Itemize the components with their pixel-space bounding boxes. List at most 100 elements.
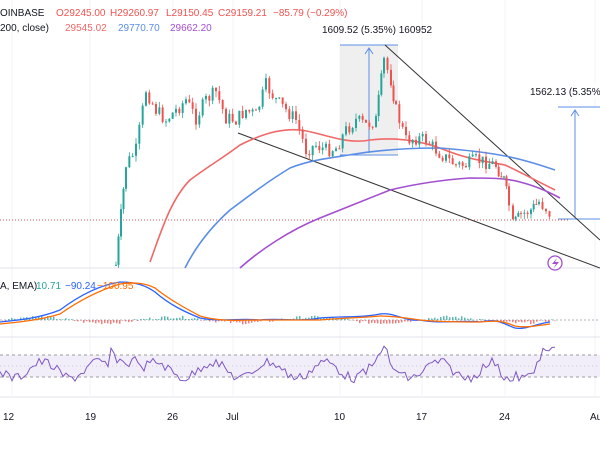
- ma-purple-line: [239, 177, 561, 269]
- candle-body: [321, 147, 324, 151]
- candle-body: [535, 203, 538, 205]
- macd-bar: [5, 320, 7, 321]
- macd-bar: [503, 320, 505, 323]
- macd-bar: [554, 320, 556, 321]
- candle-body: [301, 129, 304, 139]
- macd-bar: [458, 318, 460, 320]
- candle-body: [545, 208, 547, 212]
- macd-bar: [437, 318, 439, 320]
- macd-bar: [386, 320, 388, 324]
- macd-bar: [143, 318, 145, 320]
- macd-bar: [62, 319, 64, 320]
- macd-bar: [455, 316, 457, 320]
- macd-bar: [338, 319, 340, 321]
- macd-bar: [515, 320, 517, 324]
- candle-body: [171, 112, 174, 119]
- macd-bar: [194, 318, 196, 320]
- measure-arrowhead-1: [364, 47, 374, 55]
- candle-body: [268, 78, 271, 94]
- candle-body: [538, 201, 540, 205]
- macd-bar: [161, 316, 163, 320]
- macd-bar: [230, 320, 232, 324]
- macd-bar: [191, 318, 193, 320]
- measure-arrowhead-2: [570, 109, 580, 117]
- macd-bar: [122, 320, 124, 321]
- high-value: H29260.97: [110, 8, 159, 19]
- candle-series[interactable]: [115, 56, 551, 268]
- macd-bar: [548, 320, 550, 322]
- candle-body: [485, 156, 487, 169]
- candle-body: [508, 186, 510, 206]
- candle-body: [405, 126, 407, 136]
- macd-bar: [383, 320, 385, 324]
- candle-body: [208, 96, 211, 101]
- candle-body: [383, 57, 385, 74]
- macd-bar: [470, 318, 472, 320]
- candle-body: [368, 122, 371, 127]
- candle-body: [271, 93, 274, 99]
- measure-box-2[interactable]: [558, 107, 600, 219]
- candle-body: [295, 111, 297, 120]
- candle-body: [191, 102, 194, 109]
- candle-body: [151, 103, 154, 105]
- x-tick: 12: [3, 412, 15, 423]
- candle-body: [325, 143, 327, 148]
- candle-body: [245, 109, 247, 118]
- candle-body: [205, 96, 207, 100]
- macd-bar: [200, 320, 202, 321]
- trendline-upper[interactable]: [384, 44, 600, 241]
- macd-bar: [521, 320, 523, 323]
- candle-body: [395, 101, 397, 105]
- candle-body: [125, 167, 127, 189]
- candle-body: [415, 139, 417, 145]
- candle-body: [258, 106, 261, 110]
- candle-body: [505, 176, 508, 187]
- macd-bar: [377, 320, 379, 324]
- macd-bar: [365, 320, 367, 321]
- lightning-icon[interactable]: [547, 255, 563, 271]
- candle-body: [128, 156, 131, 168]
- macd-bar: [212, 320, 214, 321]
- macd-bar: [185, 318, 187, 320]
- close-value: C29159.21: [218, 8, 267, 19]
- macd-bar: [323, 317, 325, 320]
- macd-bar: [245, 320, 247, 325]
- candle-body: [448, 154, 451, 159]
- macd-bar: [353, 320, 355, 321]
- candle-body: [514, 216, 517, 220]
- candle-body: [122, 188, 125, 210]
- macd-bar: [506, 320, 508, 322]
- macd-bar: [326, 317, 328, 320]
- macd-bar: [182, 315, 184, 320]
- ohlc-legend: OINBASE O29245.00 H29260.97 L29150.45 C2…: [0, 8, 348, 34]
- macd-legend-prefix: A, EMA): [0, 281, 37, 292]
- macd-signal-line: [0, 282, 551, 328]
- candle-body: [215, 87, 217, 92]
- candle-body: [155, 103, 157, 114]
- macd-bar: [224, 320, 226, 322]
- macd-bar: [71, 319, 73, 320]
- macd-bar: [347, 319, 349, 320]
- macd-bar: [53, 316, 55, 320]
- trendline-lower[interactable]: [237, 132, 600, 269]
- candle-body: [461, 162, 464, 166]
- candle-body: [185, 99, 187, 104]
- macd-bar: [320, 318, 322, 320]
- macd-bar: [248, 320, 250, 324]
- macd-bar: [401, 320, 403, 323]
- candle-body: [517, 212, 520, 217]
- macd-bar: [134, 319, 136, 320]
- macd-bar: [77, 320, 79, 322]
- candle-body: [305, 138, 307, 155]
- x-tick: 26: [167, 412, 179, 423]
- candle-body: [178, 108, 181, 114]
- candle-body: [298, 119, 301, 130]
- candle-body: [532, 203, 535, 210]
- x-tick: 19: [85, 412, 97, 423]
- macd-bar: [533, 320, 535, 324]
- candle-body: [288, 109, 291, 120]
- macd-bar: [350, 319, 352, 321]
- macd-bar: [89, 320, 91, 323]
- measure-label-2: 1562.13 (5.35%) 1: [530, 87, 600, 98]
